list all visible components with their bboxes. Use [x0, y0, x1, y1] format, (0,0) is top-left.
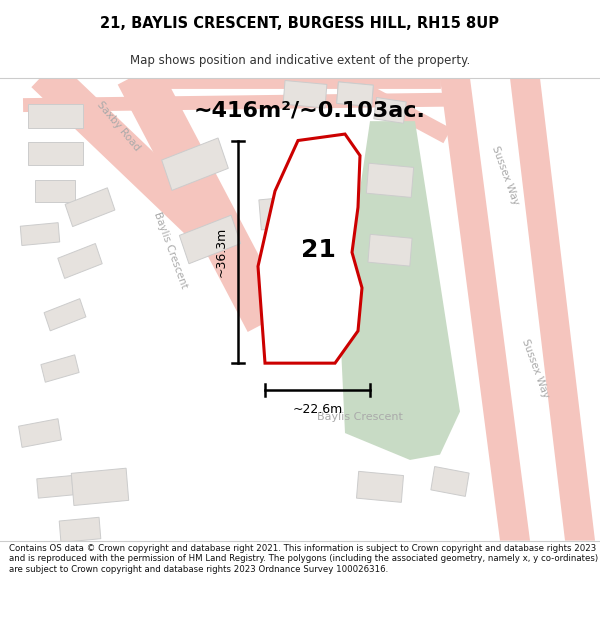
Text: Baylis Crescent: Baylis Crescent	[152, 211, 188, 290]
Polygon shape	[65, 188, 115, 227]
Text: Saxby Road: Saxby Road	[95, 100, 142, 153]
Text: Sussex Way: Sussex Way	[490, 144, 520, 206]
Polygon shape	[340, 121, 460, 460]
Text: Map shows position and indicative extent of the property.: Map shows position and indicative extent…	[130, 54, 470, 68]
Polygon shape	[28, 104, 83, 127]
Polygon shape	[71, 468, 129, 506]
Polygon shape	[41, 355, 79, 382]
Polygon shape	[259, 195, 311, 230]
Polygon shape	[161, 138, 229, 191]
Polygon shape	[20, 222, 60, 246]
Text: Contains OS data © Crown copyright and database right 2021. This information is : Contains OS data © Crown copyright and d…	[9, 544, 598, 574]
Polygon shape	[37, 476, 73, 498]
Polygon shape	[258, 134, 362, 363]
Polygon shape	[59, 518, 101, 542]
Polygon shape	[35, 180, 75, 202]
Polygon shape	[356, 471, 404, 502]
Polygon shape	[28, 142, 83, 165]
Polygon shape	[510, 78, 595, 541]
Text: 21: 21	[301, 238, 335, 262]
Polygon shape	[44, 299, 86, 331]
Text: ~22.6m: ~22.6m	[292, 403, 343, 416]
Polygon shape	[179, 215, 241, 264]
Polygon shape	[368, 234, 412, 266]
Polygon shape	[58, 244, 102, 279]
Text: Sussex Way: Sussex Way	[520, 338, 550, 399]
Text: Baylis Crescent: Baylis Crescent	[317, 412, 403, 422]
Polygon shape	[337, 82, 373, 107]
Text: ~416m²/~0.103ac.: ~416m²/~0.103ac.	[194, 101, 426, 121]
Polygon shape	[19, 419, 61, 447]
Polygon shape	[431, 466, 469, 496]
Polygon shape	[283, 81, 327, 108]
Text: ~36.3m: ~36.3m	[215, 227, 228, 277]
Polygon shape	[367, 163, 413, 198]
Polygon shape	[440, 78, 530, 541]
Text: 21, BAYLIS CRESCENT, BURGESS HILL, RH15 8UP: 21, BAYLIS CRESCENT, BURGESS HILL, RH15 …	[101, 16, 499, 31]
Polygon shape	[374, 98, 406, 123]
Polygon shape	[337, 82, 373, 107]
